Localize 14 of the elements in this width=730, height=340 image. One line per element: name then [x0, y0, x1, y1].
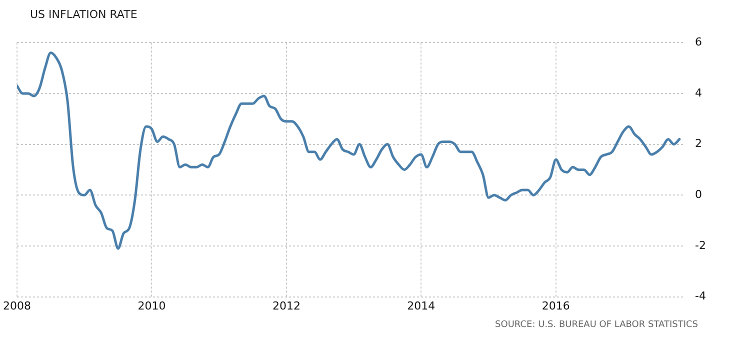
y-tick-label: 2: [695, 137, 702, 150]
x-tick-label: 2012: [272, 299, 300, 312]
line-series: [16, 52, 681, 250]
source-note: SOURCE: U.S. BUREAU OF LABOR STATISTICS: [495, 320, 698, 330]
y-tick-label: 4: [695, 86, 702, 100]
x-tick-label: 2008: [2, 299, 31, 312]
y-tick-label: -4: [695, 290, 706, 303]
y-tick-label: -2: [695, 238, 706, 252]
y-tick-label: 6: [695, 35, 702, 48]
x-tick-label: 2010: [138, 299, 166, 312]
chart-title: US INFLATION RATE: [30, 8, 138, 21]
x-tick-label: 2016: [542, 299, 570, 312]
x-tick-label: 2014: [407, 299, 436, 312]
y-tick-label: 0: [695, 188, 702, 201]
